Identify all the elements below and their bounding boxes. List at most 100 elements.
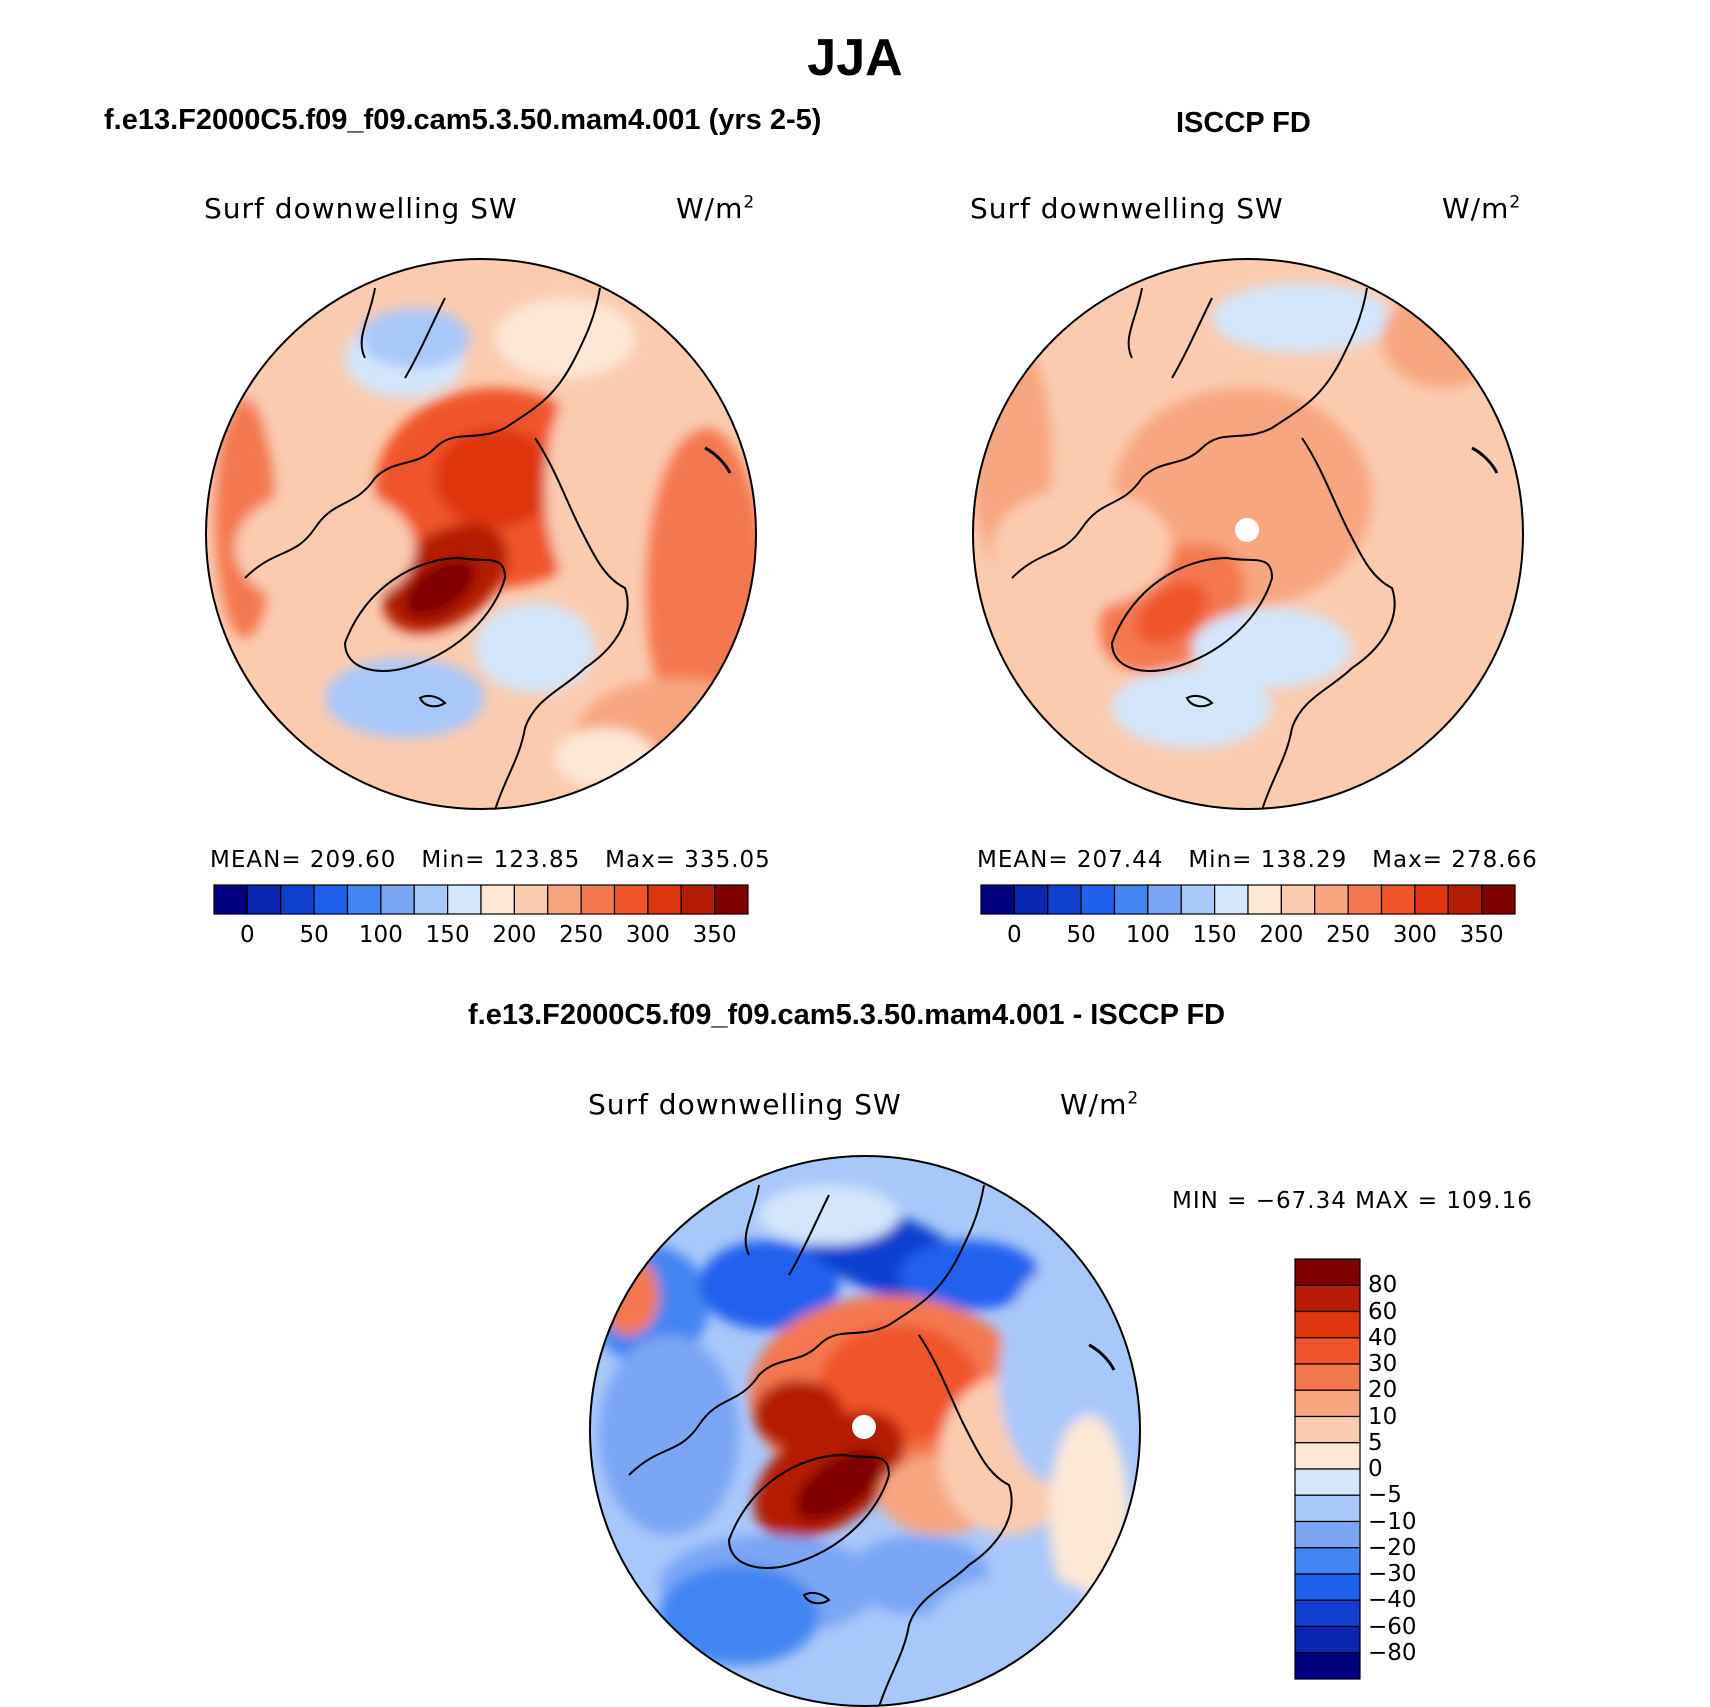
panel1-field-region: [495, 298, 635, 378]
panel3-colorbar-swatch: [1294, 1337, 1361, 1365]
panel1-coastline-north-america: [244, 287, 601, 579]
panel3-colorbar-tick-label: 10: [1368, 1403, 1398, 1430]
panel3-colorbar-swatch: [1294, 1415, 1361, 1444]
panel3-colorbar-tick-label: −10: [1368, 1508, 1417, 1535]
panel2-coastline-iceland: [1185, 694, 1214, 708]
panel2-colorbar-swatch: [1380, 884, 1416, 915]
panel1-colorbar-swatch: [313, 884, 349, 915]
panel3-colorbar-tick-label: 20: [1368, 1377, 1398, 1404]
panel3-coastline-greenland: [727, 1453, 891, 1569]
panel2-field-region: [1412, 428, 1524, 748]
panel2-coastline-greenland: [1110, 556, 1274, 672]
panel3-colorbar-tick-label: −60: [1368, 1613, 1417, 1640]
panel1-coastline-alaska: [360, 287, 446, 379]
panel1-colorbar-swatch: [413, 884, 449, 915]
panel3-colorbar-swatch: [1294, 1363, 1361, 1391]
panel2-coastline-alaska: [1127, 287, 1213, 379]
panel3-colorbar-ticks: 80 60 40 30 20 10 5 0 −5 −10 −20 −30 −40 −60 −80: [1368, 1259, 1488, 1679]
panel3-colorbar-tick-label: 40: [1368, 1324, 1398, 1351]
panel1-colorbar: [213, 884, 749, 915]
panel3-units: W/m2: [1060, 1088, 1140, 1121]
panel1-colorbar-swatch: [447, 884, 482, 915]
panel3-colorbar-swatch: [1294, 1284, 1361, 1313]
panel1-polar-map: [205, 258, 757, 810]
panel3-field-region: [599, 1335, 739, 1535]
panel1-field-region: [475, 603, 595, 693]
panel3-polar-map: [589, 1155, 1141, 1707]
panel2-colorbar-swatch: [1314, 884, 1349, 915]
panel3-colorbar-tick-label: −20: [1368, 1534, 1417, 1561]
panel1-field-region: [360, 308, 470, 368]
panel3-colorbar-tick-label: −5: [1368, 1482, 1402, 1509]
panel1-colorbar-swatch: [680, 884, 716, 915]
panel1-colorbar-ticks: 0 50 100 150 200 250 300 350: [214, 922, 748, 952]
panel1-colorbar-swatch: [714, 884, 749, 915]
panel2-colorbar-swatch: [1247, 884, 1282, 915]
panel2-colorbar-tick-label: 150: [1192, 922, 1237, 948]
panel3-colorbar-swatch: [1294, 1310, 1361, 1339]
panel1-units: W/m2: [676, 192, 756, 225]
panel2-field-region: [1192, 608, 1352, 688]
panel3-field-region: [599, 1255, 659, 1335]
panel1-coastline-iceland: [418, 694, 447, 708]
panel3-title: f.e13.F2000C5.f09_f09.cam5.3.50.mam4.001…: [468, 999, 1226, 1031]
main-title: JJA: [807, 29, 903, 87]
panel1-colorbar-swatch: [647, 884, 682, 915]
panel3-colorbar-tick-label: 80: [1368, 1272, 1398, 1299]
panel1-variable-label: Surf downwelling SW: [204, 192, 518, 225]
panel3-variable-label: Surf downwelling SW: [588, 1088, 902, 1121]
panel1-field-region: [404, 558, 476, 618]
panel3-field-region: [795, 1449, 883, 1521]
panel3-colorbar-swatch: [1294, 1652, 1361, 1680]
panel1-colorbar-swatch: [246, 884, 282, 915]
panel2-stats: MEAN= 207.44 Min= 138.29 Max= 278.66: [977, 847, 1538, 873]
panel1-colorbar-swatch: [346, 884, 382, 915]
panel2-polar-map: [972, 258, 1524, 810]
panel2-variable-label: Surf downwelling SW: [970, 192, 1284, 225]
panel2-colorbar-swatch: [1147, 884, 1182, 915]
panel1-title: f.e13.F2000C5.f09_f09.cam5.3.50.mam4.001…: [104, 104, 822, 136]
panel2-field-region: [992, 488, 1172, 608]
panel3-colorbar-swatch: [1294, 1520, 1361, 1549]
panel3-colorbar-swatch: [1294, 1494, 1361, 1523]
panel3-colorbar-tick-label: 5: [1368, 1429, 1383, 1456]
panel2-colorbar-ticks: 0 50 100 150 200 250 300 350: [981, 922, 1515, 952]
panel2-map-border: [972, 258, 1524, 810]
panel1-colorbar-tick-label: 350: [692, 922, 737, 948]
panel1-colorbar-tick-label: 300: [625, 922, 670, 948]
panel3-coastline-iceland: [802, 1591, 831, 1605]
panel3-colorbar-swatch: [1294, 1468, 1361, 1496]
panel2-colorbar-swatch: [1047, 884, 1082, 915]
panel3-field-region: [659, 1565, 819, 1665]
panel1-colorbar-swatch: [480, 884, 515, 915]
panel3-colorbar-tick-label: −30: [1368, 1561, 1417, 1587]
panel1-colorbar-tick-label: 0: [240, 922, 255, 948]
panel1-stats: MEAN= 209.60 Min= 123.85 Max= 335.05: [210, 847, 771, 873]
panel2-coastline-eurasia: [1261, 437, 1396, 810]
panel3-colorbar-tick-label: −80: [1368, 1639, 1417, 1666]
panel2-units: W/m2: [1442, 192, 1522, 225]
panel3-coastline-north-america: [628, 1184, 985, 1476]
panel2-colorbar-swatch: [1180, 884, 1216, 915]
panel2-field-region: [1112, 668, 1272, 748]
panel2-colorbar-tick-label: 0: [1007, 922, 1022, 948]
panel2-colorbar-swatch: [1447, 884, 1483, 915]
panel2-coastline-island: [1471, 446, 1499, 474]
panel2-colorbar-swatch: [1280, 884, 1316, 915]
panel3-colorbar-tick-label: 60: [1368, 1298, 1398, 1325]
panel2-colorbar-tick-label: 50: [1066, 922, 1096, 948]
panel1-map-border: [205, 258, 757, 810]
panel3-field-region: [754, 1380, 844, 1450]
panel1-field-region: [325, 658, 485, 738]
panel3-colorbar-tick-label: −40: [1368, 1587, 1417, 1614]
panel1-colorbar-tick-label: 50: [299, 922, 329, 948]
panel1-colorbar-swatch: [513, 884, 549, 915]
panel2-title: ISCCP FD: [1176, 107, 1311, 139]
panel3-colorbar-swatch: [1294, 1258, 1361, 1286]
panel1-field-region: [435, 428, 555, 528]
panel1-colorbar-swatch: [380, 884, 415, 915]
panel1-colorbar-tick-label: 250: [559, 922, 604, 948]
panel1-colorbar-tick-label: 100: [358, 922, 403, 948]
panel2-colorbar-swatch: [1013, 884, 1049, 915]
panel3-stats: MIN = −67.34 MAX = 109.16: [1172, 1188, 1533, 1214]
